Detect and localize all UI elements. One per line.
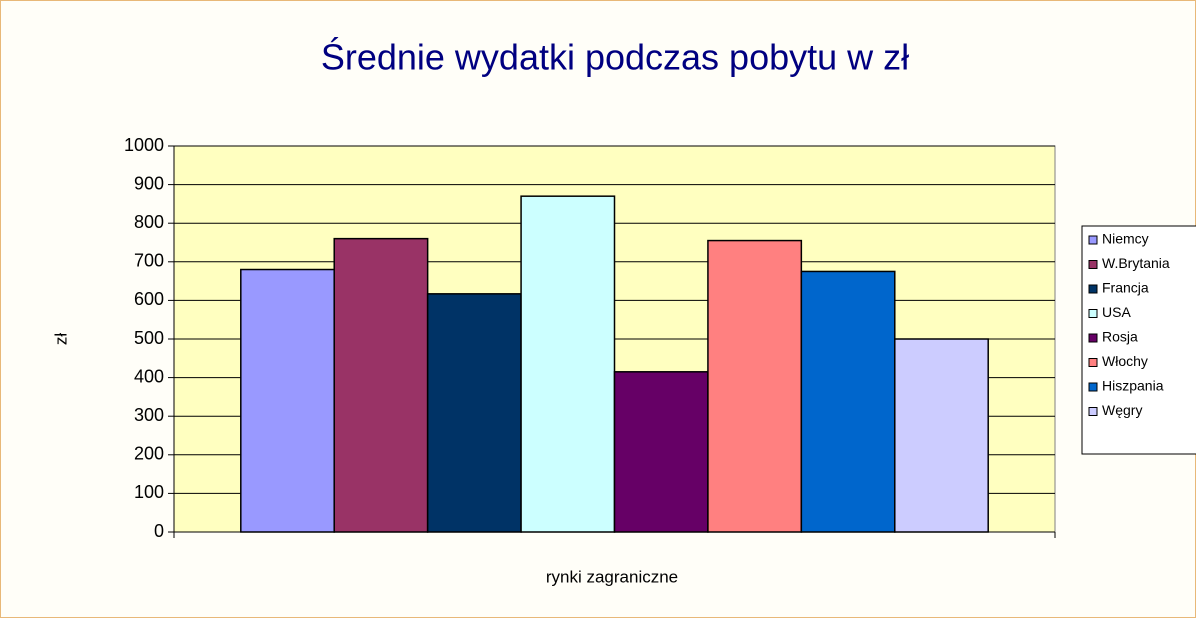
legend-swatch bbox=[1088, 235, 1098, 245]
y-tick-label: 300 bbox=[134, 405, 164, 425]
bar bbox=[707, 239, 803, 533]
legend-swatch bbox=[1088, 382, 1098, 392]
legend-swatch bbox=[1088, 407, 1098, 416]
legend-label: USA bbox=[1102, 304, 1131, 320]
legend-swatch bbox=[1088, 260, 1098, 269]
y-tick-label: 100 bbox=[134, 482, 164, 502]
legend-label: Rosja bbox=[1102, 329, 1138, 345]
y-tick-label: 700 bbox=[134, 251, 164, 271]
legend-box bbox=[1081, 225, 1196, 455]
legend-label: Hiszpania bbox=[1102, 378, 1164, 394]
legend-swatch bbox=[1088, 284, 1098, 294]
y-tick-label: 800 bbox=[134, 212, 164, 232]
legend-swatch bbox=[1088, 358, 1098, 367]
bar bbox=[613, 371, 709, 533]
bar bbox=[520, 195, 616, 533]
y-tick-label: 1000 bbox=[124, 135, 164, 155]
chart-title: Średnie wydatki podczas pobytu w zł bbox=[321, 36, 909, 78]
legend-swatch bbox=[1088, 309, 1098, 318]
bar bbox=[894, 338, 989, 533]
y-tick-label: 400 bbox=[134, 366, 164, 386]
y-tick-label: 200 bbox=[134, 444, 164, 464]
bar bbox=[800, 270, 896, 533]
legend-swatch bbox=[1088, 333, 1098, 343]
y-tick-label: 900 bbox=[134, 173, 164, 193]
legend-label: Niemcy bbox=[1102, 231, 1149, 247]
legend-label: W.Brytania bbox=[1102, 255, 1170, 271]
y-axis-label: zł bbox=[51, 333, 70, 346]
legend-label: Węgry bbox=[1102, 402, 1142, 418]
y-tick-label: 600 bbox=[134, 289, 164, 309]
x-axis-label: rynki zagraniczne bbox=[546, 567, 678, 586]
bar bbox=[333, 237, 429, 533]
bar bbox=[240, 268, 335, 533]
legend-label: Włochy bbox=[1102, 353, 1148, 369]
legend-label: Francja bbox=[1102, 280, 1149, 296]
y-tick-label: 500 bbox=[134, 328, 164, 348]
bar bbox=[426, 293, 522, 533]
y-tick-label: 0 bbox=[154, 521, 164, 541]
